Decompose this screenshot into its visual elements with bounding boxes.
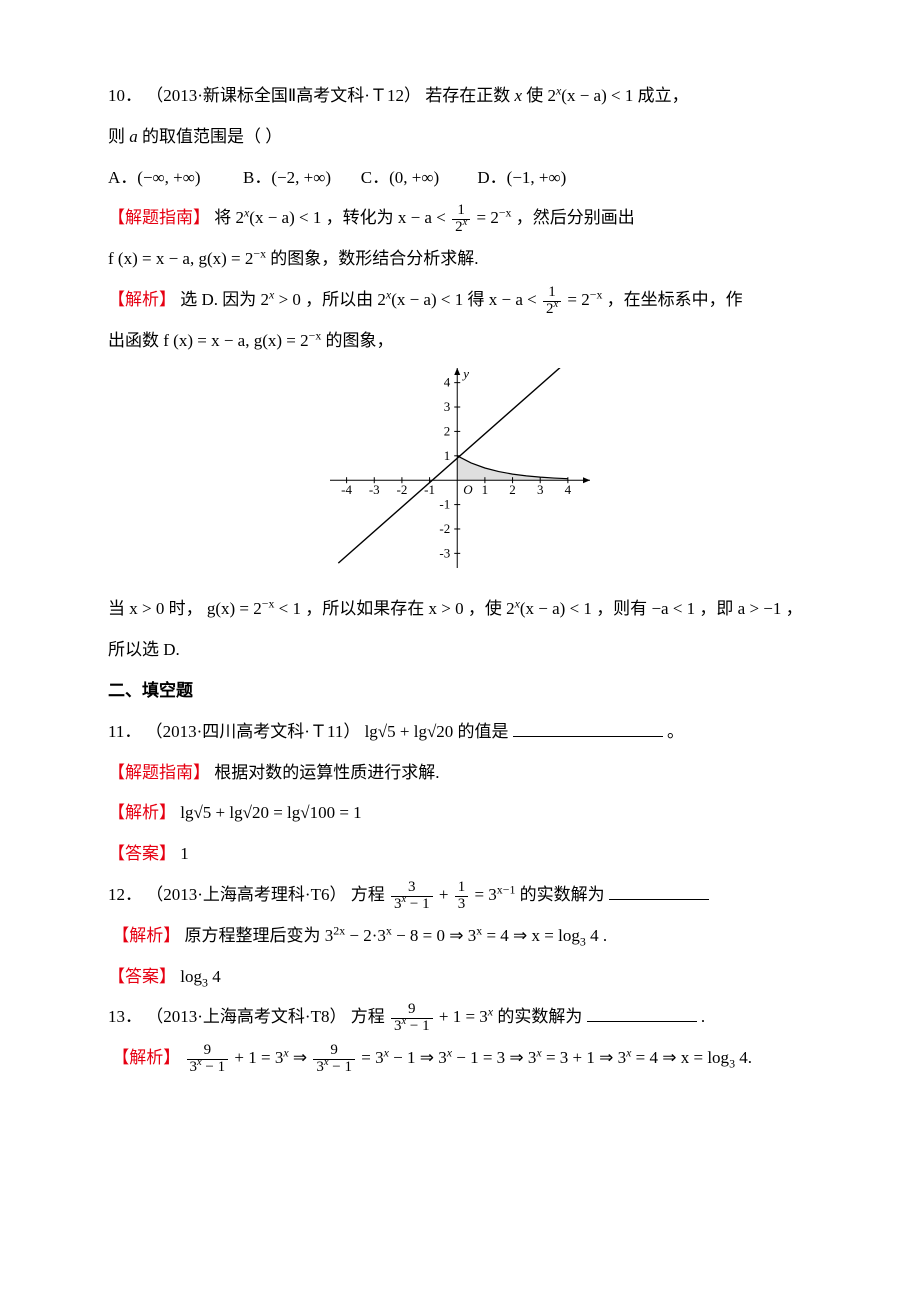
q10-ineq: 2x(x − a) < 1 — [548, 86, 634, 105]
q11-key: 【答案】 1 — [108, 834, 812, 875]
q10-source: （2013·新课标全国Ⅱ高考文科·Ｔ12） — [146, 86, 421, 105]
q13-frac: 93x − 1 — [391, 1002, 433, 1035]
q11-number: 11． — [108, 722, 141, 741]
var-a: a — [129, 127, 142, 146]
q10-stem-b: 使 — [526, 86, 543, 105]
svg-text:-3: -3 — [439, 545, 450, 560]
hint-label: 【解题指南】 — [108, 208, 210, 227]
q10-number: 10． — [108, 86, 142, 105]
q10-stem-a: 若存在正数 — [425, 86, 510, 105]
q13-line1: 13． （2013·上海高考文科·T8） 方程 93x − 1 + 1 = 3x… — [108, 997, 812, 1038]
blank — [513, 717, 663, 737]
q10-line2: 则 a 的取值范围是（ ） — [108, 117, 812, 158]
blank — [609, 880, 709, 900]
q13-ans: 【解析】 93x − 1 + 1 = 3x ⇒ 93x − 1 = 3x − 1… — [108, 1038, 812, 1079]
section-2-header: 二、填空题 — [108, 671, 812, 712]
q13-source: （2013·上海高考文科·T8） — [146, 1007, 346, 1026]
svg-text:3: 3 — [537, 482, 544, 497]
q10-after: 当 x > 0 时， g(x) = 2−x < 1 ，所以如果存在 x > 0 … — [108, 589, 812, 630]
q12-line1: 12． （2013·上海高考理科·T6） 方程 33x − 1 + 13 = 3… — [108, 875, 812, 916]
q10-hint1: 【解题指南】 将 2x(x − a) < 1 ，转化为 x − a < 12x … — [108, 198, 812, 239]
svg-text:3: 3 — [444, 399, 451, 414]
var-x: x — [514, 86, 526, 105]
blank — [587, 1003, 697, 1023]
q12-frac1: 33x − 1 — [391, 880, 433, 913]
svg-text:2: 2 — [509, 482, 516, 497]
q11-source: （2013·四川高考文科·Ｔ11） — [146, 722, 361, 741]
q13-number: 13． — [108, 1007, 142, 1026]
q12-key: 【答案】 log3 4 — [108, 957, 812, 998]
q10-line1: 10． （2013·新课标全国Ⅱ高考文科·Ｔ12） 若存在正数 x 使 2x(x… — [108, 76, 812, 117]
opt-c: C．(0, +∞) — [361, 168, 439, 187]
svg-text:O: O — [463, 482, 473, 497]
q10-ans2: 出函数 f (x) = x − a, g(x) = 2−x 的图象， — [108, 321, 812, 362]
q11-hint: 【解题指南】 根据对数的运算性质进行求解. — [108, 753, 812, 794]
svg-text:2: 2 — [444, 423, 451, 438]
function-graph: -4-3-2-11234-3-2-11234Oxy — [330, 368, 590, 568]
svg-text:-2: -2 — [396, 482, 407, 497]
q10-chart: -4-3-2-11234-3-2-11234Oxy — [108, 368, 812, 584]
svg-text:-2: -2 — [439, 521, 450, 536]
q12-source: （2013·上海高考理科·T6） — [146, 885, 346, 904]
svg-text:4: 4 — [565, 482, 572, 497]
frac-1-2x: 12x — [452, 203, 470, 236]
q10-after2: 所以选 D. — [108, 630, 812, 671]
svg-text:1: 1 — [482, 482, 489, 497]
q11-ans: 【解析】 lg√5 + lg√20 = lg√100 = 1 — [108, 793, 812, 834]
q12-frac2: 13 — [455, 880, 469, 913]
q10-ans1: 【解析】 选 D. 因为 2x > 0 ，所以由 2x(x − a) < 1 得… — [108, 280, 812, 321]
svg-text:-3: -3 — [369, 482, 380, 497]
svg-text:-1: -1 — [439, 496, 450, 511]
opt-b: B．(−2, +∞) — [243, 168, 331, 187]
opt-d: D．(−1, +∞) — [477, 168, 566, 187]
ans-label: 【解析】 — [108, 290, 176, 309]
svg-text:-1: -1 — [424, 482, 435, 497]
svg-text:-4: -4 — [341, 482, 352, 497]
svg-text:y: y — [461, 368, 469, 381]
q10-stem-c: 成立， — [638, 86, 689, 105]
q11-line1: 11． （2013·四川高考文科·Ｔ11） lg√5 + lg√20 的值是 。 — [108, 712, 812, 753]
q12-ans: 【解析】 原方程整理后变为 32x − 2·3x − 8 = 0 ⇒ 3x = … — [108, 916, 812, 957]
q10-hint2: f (x) = x − a, g(x) = 2−x 的图象，数形结合分析求解. — [108, 239, 812, 280]
q10-options: A．(−∞, +∞) B．(−2, +∞) C．(0, +∞) D．(−1, +… — [108, 158, 812, 199]
q11-expr: lg√5 + lg√20 — [365, 722, 454, 741]
q12-number: 12． — [108, 885, 142, 904]
opt-a: A．(−∞, +∞) — [108, 168, 201, 187]
svg-text:4: 4 — [444, 374, 451, 389]
svg-text:1: 1 — [444, 447, 451, 462]
